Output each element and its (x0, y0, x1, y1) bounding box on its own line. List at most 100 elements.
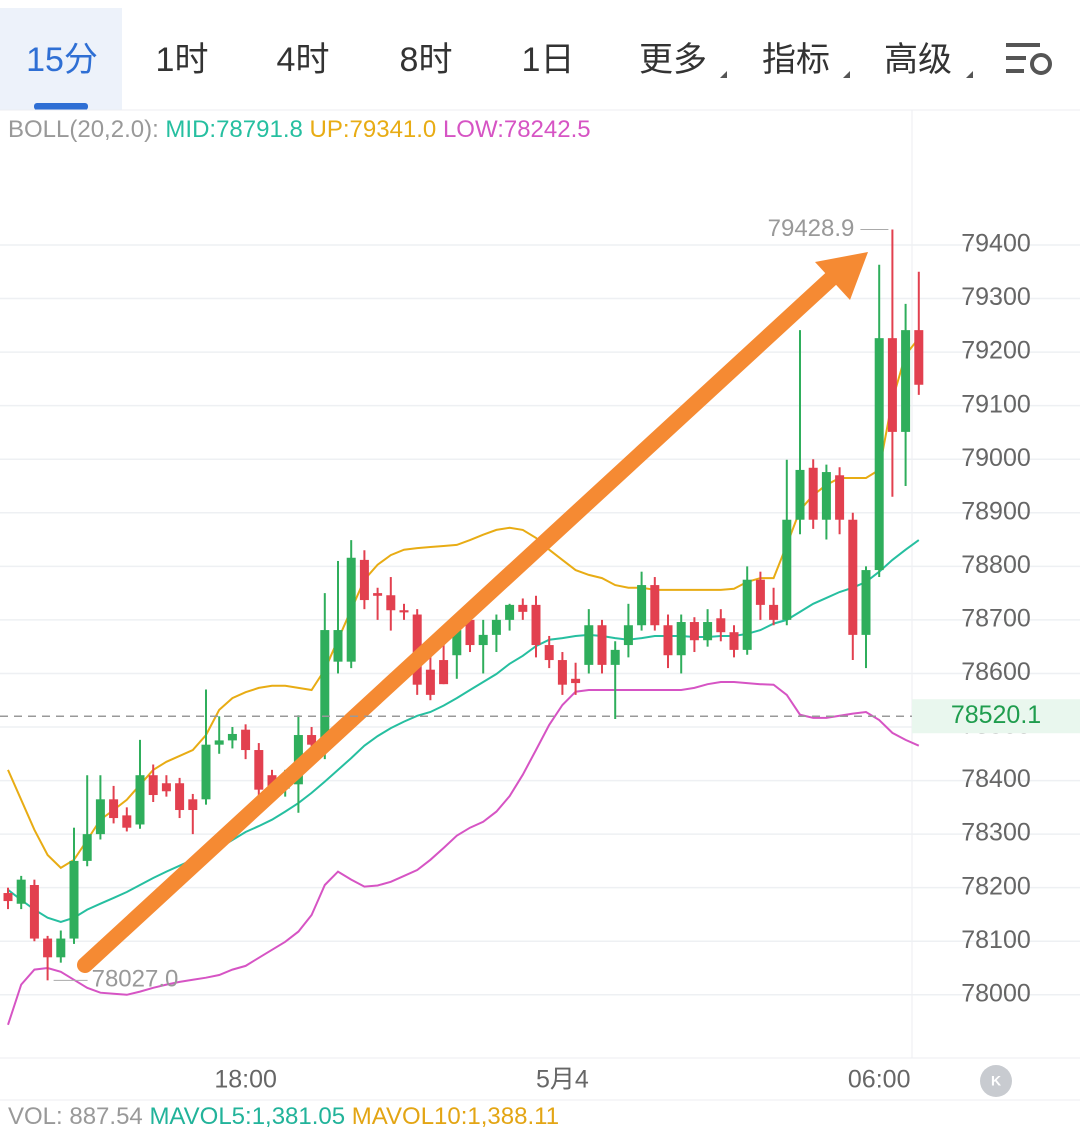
tab[interactable]: 4时 (277, 41, 330, 79)
candle-body (914, 330, 924, 385)
legend-entry: LOW:78242.5 (443, 116, 591, 143)
last-price-tag (912, 699, 1080, 734)
candle-body (188, 799, 198, 811)
candle-body (175, 783, 185, 811)
tab[interactable]: 指标 (762, 41, 830, 79)
candle-body (346, 557, 356, 662)
candle-body (518, 604, 528, 612)
tab-bar (0, 0, 1080, 110)
candle-body (623, 625, 633, 646)
candle-body (505, 604, 515, 620)
candle-body (703, 622, 713, 641)
candle-body (320, 630, 330, 745)
tab[interactable]: 15分 (26, 41, 98, 79)
candle-body (861, 570, 871, 635)
y-tick-label: 78300 (961, 819, 1031, 847)
candle-body (637, 585, 647, 626)
x-tick-label: 5月4 (536, 1066, 589, 1094)
candle-body (161, 783, 171, 792)
candle-body (16, 879, 26, 904)
candle-body (835, 475, 845, 520)
candle-body (148, 775, 158, 796)
last-price-label: 78520.1 (951, 701, 1041, 729)
settings-icon[interactable] (1006, 43, 1052, 75)
candle-body (3, 893, 13, 902)
candle-body (82, 834, 92, 861)
y-tick-label: 78100 (961, 926, 1031, 954)
tab[interactable]: 更多 (639, 41, 707, 79)
candle-body (597, 625, 607, 665)
candle-body (795, 469, 805, 520)
candle-body (887, 338, 897, 432)
indicator-legend: BOLL(20,2.0): MID:78791.8 UP:79341.0 LOW… (8, 116, 591, 143)
candle-body (241, 729, 251, 751)
tab[interactable]: 8时 (400, 41, 453, 79)
y-tick-label: 78400 (961, 765, 1031, 793)
candle-body (808, 467, 818, 520)
y-tick-label: 78800 (961, 551, 1031, 579)
candle-body (544, 645, 554, 661)
high-annotation: 79428.9 (768, 215, 855, 242)
candle-body (425, 669, 435, 695)
tab[interactable]: 1日 (522, 41, 575, 79)
reset-icon[interactable]: K (991, 1073, 1001, 1089)
candle-body (333, 630, 343, 662)
candle-body (531, 604, 541, 646)
legend-entry: MAVOL5:1,381.05 (149, 1103, 345, 1130)
candle-body (43, 938, 53, 958)
candle-body (610, 649, 620, 665)
indicator-line (7, 337, 920, 870)
y-tick-label: 78000 (961, 979, 1031, 1007)
candle-body (676, 622, 686, 656)
volume-legend: VOL: 887.54 MAVOL5:1,381.05 MAVOL10:1,38… (8, 1103, 559, 1130)
y-tick-label: 78600 (961, 658, 1031, 686)
indicator-line (7, 539, 920, 924)
candle-body (689, 622, 699, 641)
tab[interactable]: 高级 (884, 41, 952, 79)
candle-body (901, 330, 911, 432)
overlay: 78520.1 79428.9 78027.0 (0, 215, 1080, 993)
candle-body (109, 799, 119, 819)
candle-body (571, 678, 581, 684)
candle-body (584, 625, 594, 665)
active-tab-indicator (34, 103, 88, 110)
dropdown-mark (843, 71, 850, 78)
indicator-line (7, 681, 920, 1026)
x-tick-label: 18:00 (214, 1066, 277, 1094)
y-tick-label: 79300 (961, 283, 1031, 311)
trend-arrow (77, 267, 843, 973)
candle-body (135, 775, 145, 825)
candle-body (267, 775, 277, 789)
dropdown-mark (966, 71, 973, 78)
candle-body (650, 585, 660, 626)
x-tick-label: 06:00 (848, 1066, 911, 1094)
candle-body (69, 860, 79, 939)
candle-body (254, 750, 264, 790)
candle-body (769, 604, 779, 620)
candle-body (95, 799, 105, 835)
candle-body (874, 338, 884, 571)
candle-body (452, 630, 462, 656)
indicator-label: BOLL(20,2.0): (8, 116, 159, 143)
candle-body (122, 815, 132, 828)
candle-body (663, 625, 673, 656)
y-tick-label: 79100 (961, 390, 1031, 418)
trend-arrowhead (815, 252, 868, 300)
reset-button[interactable] (980, 1065, 1012, 1097)
y-tick-label: 79200 (961, 337, 1031, 365)
candle-body (399, 610, 409, 613)
candle-body (478, 634, 488, 646)
tab[interactable]: 1时 (156, 41, 209, 79)
candle-body (359, 559, 369, 601)
legend-entry: MID:78791.8 (165, 116, 302, 143)
low-annotation: 78027.0 (92, 966, 179, 993)
y-tick-label: 78700 (961, 604, 1031, 632)
candle-body (716, 618, 726, 633)
candle-body (742, 579, 752, 650)
candle-body (373, 593, 383, 596)
dropdown-mark (720, 71, 727, 78)
candle-body (227, 733, 237, 741)
active-tab-bg (0, 8, 122, 110)
y-tick-label: 79000 (961, 444, 1031, 472)
